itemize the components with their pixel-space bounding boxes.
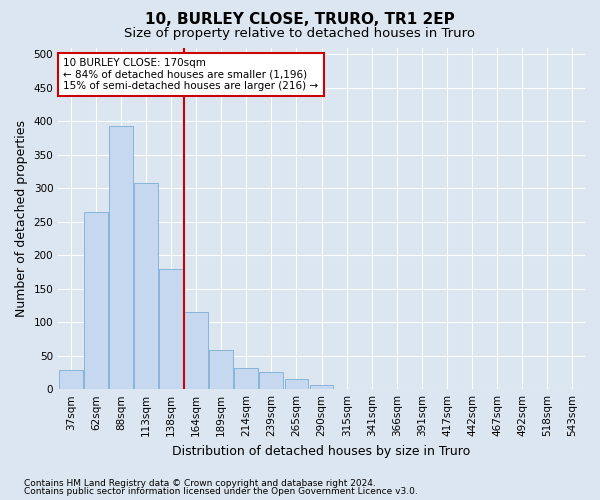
Text: Size of property relative to detached houses in Truro: Size of property relative to detached ho… <box>125 28 476 40</box>
Text: 10, BURLEY CLOSE, TRURO, TR1 2EP: 10, BURLEY CLOSE, TRURO, TR1 2EP <box>145 12 455 28</box>
Text: 10 BURLEY CLOSE: 170sqm
← 84% of detached houses are smaller (1,196)
15% of semi: 10 BURLEY CLOSE: 170sqm ← 84% of detache… <box>64 58 319 91</box>
Bar <box>184 312 208 389</box>
Bar <box>109 126 133 389</box>
X-axis label: Distribution of detached houses by size in Truro: Distribution of detached houses by size … <box>172 444 471 458</box>
Bar <box>535 388 559 389</box>
Y-axis label: Number of detached properties: Number of detached properties <box>15 120 28 317</box>
Bar <box>84 212 108 389</box>
Bar <box>235 368 258 389</box>
Bar <box>259 372 283 389</box>
Bar <box>284 379 308 389</box>
Text: Contains public sector information licensed under the Open Government Licence v3: Contains public sector information licen… <box>24 487 418 496</box>
Bar <box>134 183 158 389</box>
Bar <box>335 388 359 389</box>
Bar <box>59 370 83 389</box>
Bar <box>159 268 183 389</box>
Text: Contains HM Land Registry data © Crown copyright and database right 2024.: Contains HM Land Registry data © Crown c… <box>24 478 376 488</box>
Bar <box>209 350 233 389</box>
Bar <box>310 385 334 389</box>
